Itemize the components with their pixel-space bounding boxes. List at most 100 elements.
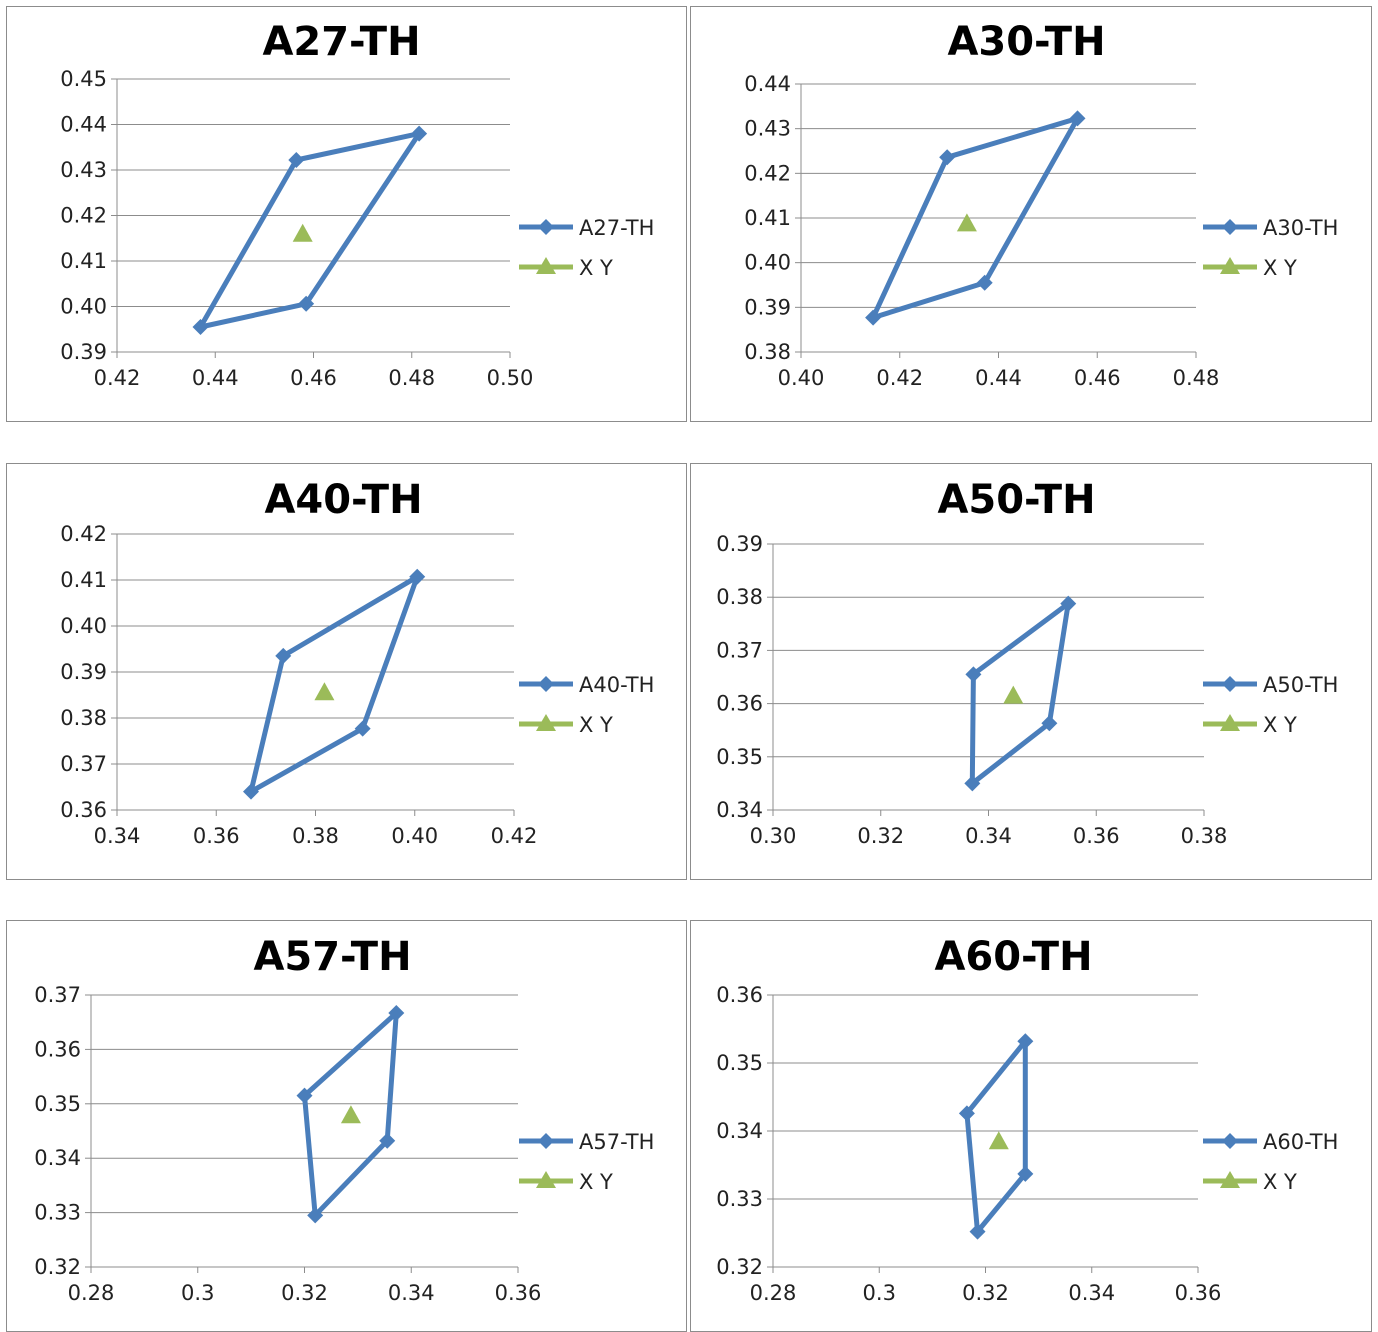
y-tick-label: 0.32: [716, 1255, 763, 1279]
chart-panel-a50-th: A50-TH 0.34 0.35 0.36 0.37 0.38 0.39 0.30 0.32 0.…: [690, 463, 1372, 880]
legend-label: X Y: [579, 713, 613, 737]
y-tick-label: 0.42: [60, 204, 107, 228]
data-point-diamond: [1041, 715, 1058, 732]
x-tick-label: 0.32: [962, 1281, 1009, 1305]
legend-label: X Y: [579, 256, 613, 280]
y-tick-label: 0.35: [716, 745, 763, 769]
y-tick-label: 0.37: [60, 752, 107, 776]
data-point-diamond: [354, 720, 371, 737]
y-tick-label: 0.37: [34, 983, 81, 1007]
data-point-diamond: [969, 1223, 986, 1240]
chart-svg: A57-TH 0.32 0.33 0.34 0.35 0.36 0.37 0.28 0.3 0.3…: [34, 934, 654, 1305]
x-tick-label: 0.42: [94, 366, 141, 390]
data-point-diamond: [242, 783, 259, 800]
x-tick-label: 0.30: [750, 824, 797, 848]
legend-label: X Y: [1263, 1170, 1297, 1194]
data-point-triangle: [314, 682, 335, 701]
y-tick-label: 0.38: [716, 585, 763, 609]
y-tick-label: 0.36: [60, 798, 107, 822]
x-tick-label: 0.34: [94, 824, 141, 848]
x-tick-label: 0.40: [391, 824, 438, 848]
data-point-triangle: [340, 1105, 361, 1124]
legend-triangle-marker: [536, 714, 556, 731]
y-tick-label: 0.42: [744, 161, 791, 185]
legend-label: A57-TH: [579, 1130, 654, 1154]
y-tick-label: 0.44: [60, 113, 107, 137]
y-tick-label: 0.39: [744, 295, 791, 319]
legend-label: A50-TH: [1263, 673, 1338, 697]
data-point-diamond: [939, 149, 956, 166]
legend-label: X Y: [579, 1170, 613, 1194]
x-tick-label: 0.38: [1181, 824, 1228, 848]
x-tick-label: 0.34: [388, 1281, 435, 1305]
y-tick-label: 0.34: [716, 798, 763, 822]
x-tick-label: 0.36: [1175, 1281, 1222, 1305]
data-point-diamond: [964, 775, 981, 792]
data-point-diamond: [1060, 595, 1077, 612]
y-tick-label: 0.42: [60, 522, 107, 546]
chart-svg: A50-TH 0.34 0.35 0.36 0.37 0.38 0.39 0.30 0.32 0.…: [716, 477, 1338, 848]
data-point-diamond: [307, 1207, 324, 1224]
data-point-diamond: [296, 1087, 313, 1104]
y-tick-label: 0.36: [716, 692, 763, 716]
y-tick-label: 0.39: [60, 340, 107, 364]
data-point-diamond: [298, 295, 315, 312]
x-tick-label: 0.48: [388, 366, 435, 390]
legend-label: X Y: [1263, 256, 1297, 280]
data-point-diamond: [409, 568, 426, 585]
data-point-diamond: [976, 274, 993, 291]
legend-diamond-marker: [1222, 676, 1238, 692]
chart-title: A60-TH: [934, 934, 1092, 980]
x-tick-label: 0.32: [281, 1281, 328, 1305]
y-tick-label: 0.43: [60, 158, 107, 182]
chart-panel-a40-th: A40-TH 0.36 0.37 0.38 0.39 0.40 0.41 0.42 0.34 0.…: [6, 463, 687, 880]
y-tick-label: 0.40: [60, 614, 107, 638]
y-tick-label: 0.41: [744, 206, 791, 230]
legend-label: A60-TH: [1263, 1130, 1338, 1154]
data-point-diamond: [275, 647, 292, 664]
chart-title: A50-TH: [937, 477, 1095, 523]
chart-panel-a57-th: A57-TH 0.32 0.33 0.34 0.35 0.36 0.37 0.28 0.3 0.3…: [6, 920, 687, 1332]
data-point-diamond: [379, 1132, 396, 1149]
x-tick-label: 0.34: [1068, 1281, 1115, 1305]
data-point-diamond: [192, 318, 209, 335]
x-tick-label: 0.32: [857, 824, 904, 848]
legend-label: A30-TH: [1263, 216, 1338, 240]
x-tick-label: 0.40: [778, 366, 825, 390]
y-tick-label: 0.36: [716, 983, 763, 1007]
data-point-diamond: [1017, 1165, 1034, 1182]
y-tick-label: 0.41: [60, 249, 107, 273]
data-point-triangle: [988, 1131, 1009, 1150]
x-tick-label: 0.46: [290, 366, 337, 390]
series-line: [248, 574, 420, 794]
legend-diamond-marker: [538, 219, 554, 235]
legend-triangle-marker: [1220, 1171, 1240, 1188]
y-tick-label: 0.35: [34, 1092, 81, 1116]
x-tick-label: 0.44: [975, 366, 1022, 390]
y-tick-label: 0.34: [34, 1146, 81, 1170]
chart-title: A57-TH: [253, 934, 411, 980]
legend-diamond-marker: [1222, 219, 1238, 235]
y-tick-label: 0.39: [716, 532, 763, 556]
data-point-diamond: [388, 1004, 405, 1021]
y-tick-label: 0.39: [60, 660, 107, 684]
chart-panel-a27-th: A27-TH 0.39 0.40 0.41 0.42 0.43 0.44 0.45 0.42 0.…: [6, 6, 687, 422]
legend-diamond-marker: [1222, 1133, 1238, 1149]
data-point-diamond: [958, 1105, 975, 1122]
x-tick-label: 0.36: [193, 824, 240, 848]
y-tick-label: 0.33: [34, 1201, 81, 1225]
x-tick-label: 0.34: [965, 824, 1012, 848]
y-tick-label: 0.45: [60, 67, 107, 91]
data-point-diamond: [411, 125, 428, 142]
y-tick-label: 0.40: [60, 295, 107, 319]
chart-svg: A27-TH 0.39 0.40 0.41 0.42 0.43 0.44 0.45 0.42 0.…: [60, 19, 654, 390]
data-point-diamond: [965, 666, 982, 683]
y-tick-label: 0.35: [716, 1051, 763, 1075]
chart-title: A27-TH: [262, 19, 420, 65]
y-tick-label: 0.33: [716, 1187, 763, 1211]
x-tick-label: 0.3: [863, 1281, 896, 1305]
x-tick-label: 0.44: [192, 366, 239, 390]
chart-title: A40-TH: [264, 477, 422, 523]
chart-svg: A60-TH 0.32 0.33 0.34 0.35 0.36 0.28 0.3 0.32 0.3…: [716, 934, 1338, 1305]
y-tick-label: 0.36: [34, 1037, 81, 1061]
